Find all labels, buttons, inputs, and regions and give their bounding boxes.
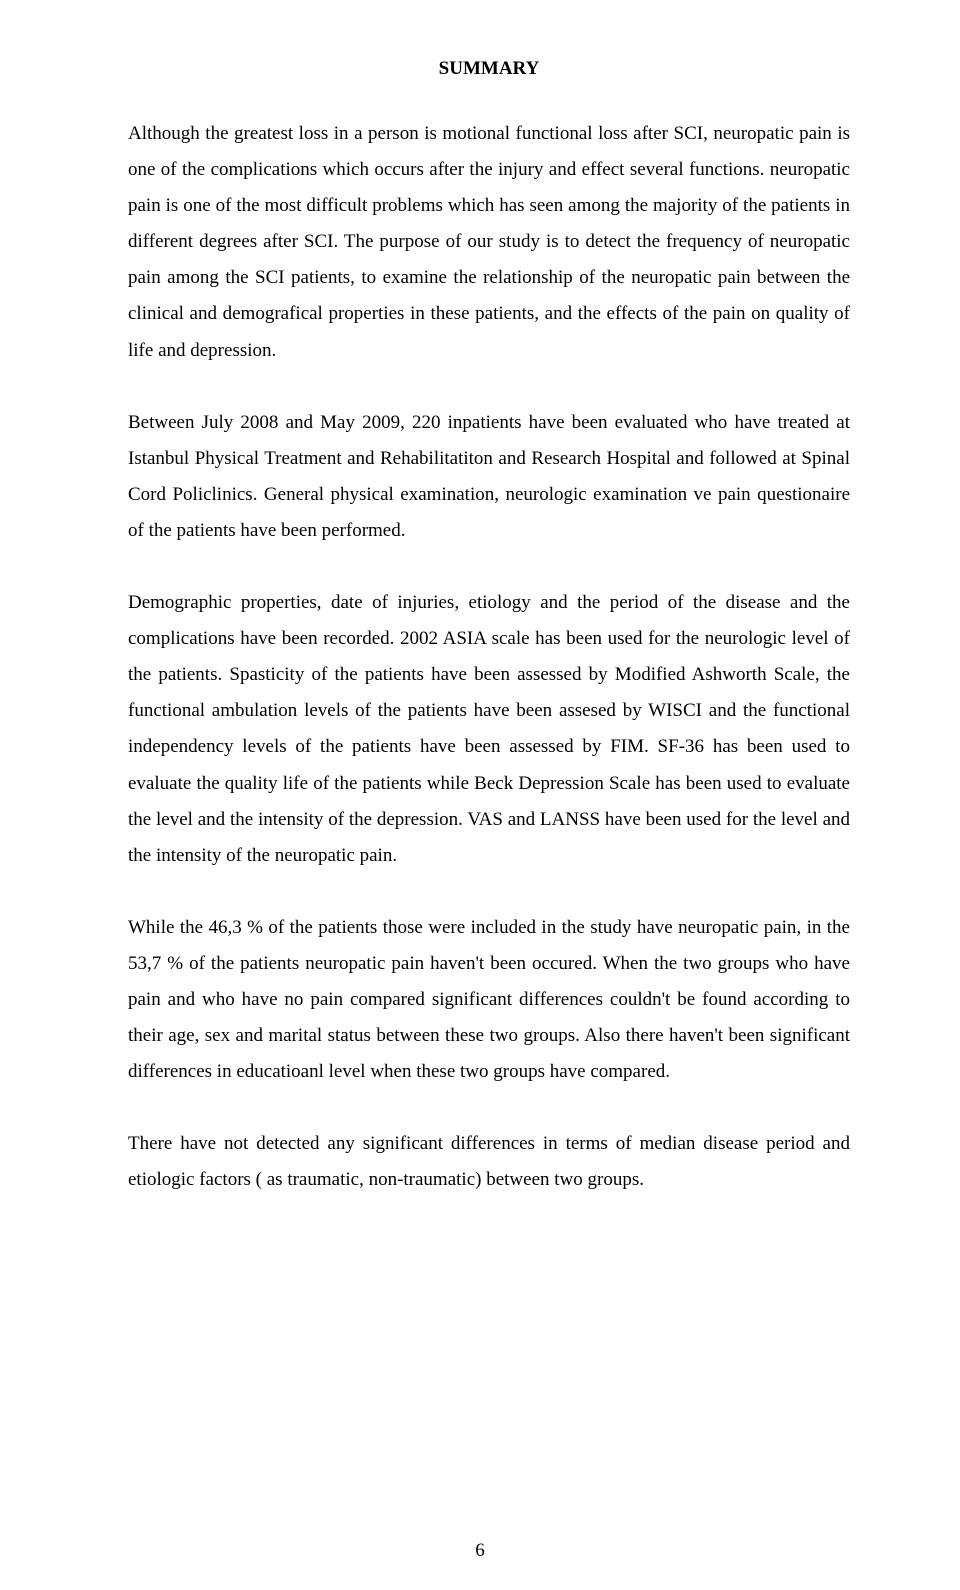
paragraph-5: There have not detected any significant … [128, 1126, 850, 1198]
summary-heading: SUMMARY [128, 58, 850, 80]
paragraph-3: Demographic properties, date of injuries… [128, 585, 850, 874]
paragraph-2: Between July 2008 and May 2009, 220 inpa… [128, 405, 850, 549]
page-number: 6 [0, 1540, 960, 1562]
paragraph-4: While the 46,3 % of the patients those w… [128, 910, 850, 1090]
paragraph-1: Although the greatest loss in a person i… [128, 116, 850, 369]
page-content: SUMMARY Although the greatest loss in a … [0, 0, 960, 1274]
